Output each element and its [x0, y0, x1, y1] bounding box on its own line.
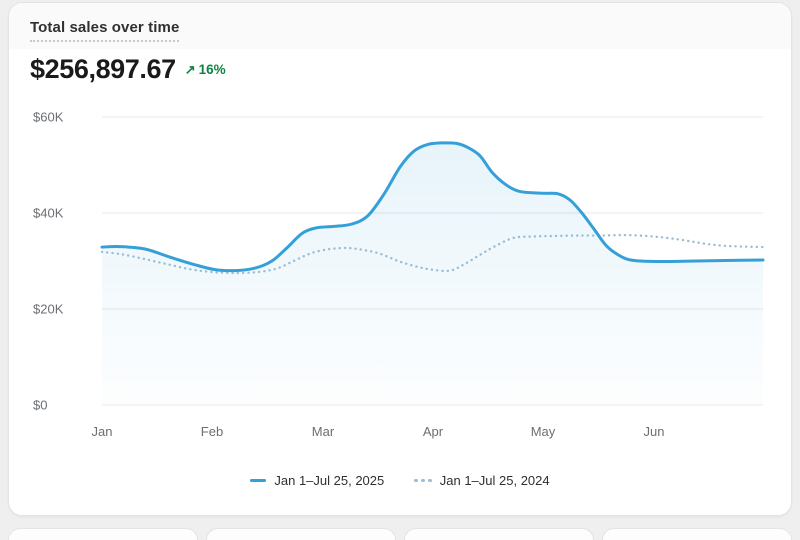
metric-row: $256,897.67 ↗ 16% [30, 55, 226, 83]
x-tick-label: May [530, 424, 556, 439]
y-tick-label: $40K [33, 205, 64, 221]
metric-value: $256,897.67 [30, 54, 176, 84]
card-title[interactable]: Total sales over time [30, 19, 180, 42]
y-tick-label: $60K [33, 109, 64, 125]
x-tick-label: Jun [643, 424, 665, 439]
x-tick-label: Apr [422, 424, 444, 439]
card-title-text[interactable]: Total sales over time [30, 19, 180, 42]
x-tick-label: Mar [311, 424, 335, 439]
y-tick-label: $0 [33, 397, 48, 413]
legend-label-2024: Jan 1–Jul 25, 2024 [439, 473, 550, 488]
metric-change-badge: ↗ 16% [185, 62, 226, 77]
metric-change-value: 16% [198, 61, 226, 77]
line-2025-solid [100, 141, 765, 273]
legend-swatch-solid [250, 478, 267, 483]
legend-item-2025: Jan 1–Jul 25, 2025 [250, 473, 384, 488]
line-2024-dotted [100, 233, 765, 275]
area-fill-2025 [102, 142, 763, 405]
legend-label-2025: Jan 1–Jul 25, 2025 [274, 473, 385, 488]
trend-up-arrow-icon: ↗ [184, 61, 196, 77]
legend-swatch-dotted [414, 478, 432, 483]
x-tick-label: Feb [200, 424, 224, 439]
legend-item-2024: Jan 1–Jul 25, 2024 [414, 473, 550, 488]
y-tick-label: $20K [33, 301, 64, 317]
card-header-band [9, 3, 791, 49]
x-tick-label: Jan [91, 424, 113, 439]
chart-legend: Jan 1–Jul 25, 2025 Jan 1–Jul 25, 2024 [0, 473, 800, 488]
